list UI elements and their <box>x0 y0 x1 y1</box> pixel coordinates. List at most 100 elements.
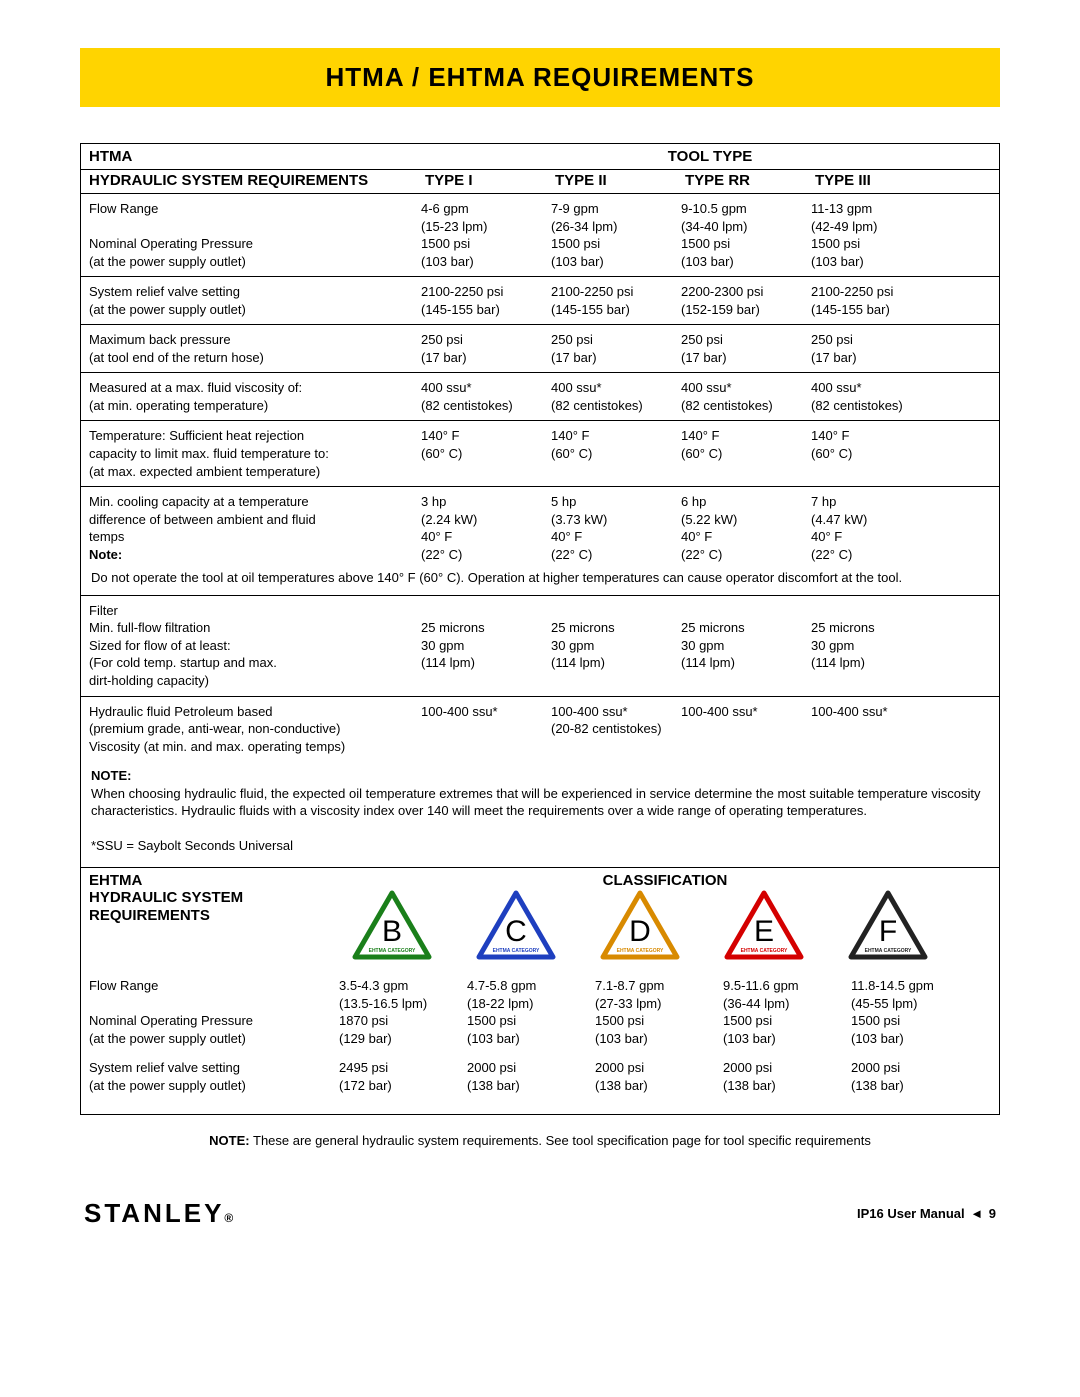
ehtma-subtitle-2: REQUIREMENTS <box>89 907 339 925</box>
row-label: Flow Range Nominal Operating Pressure(at… <box>89 977 339 1047</box>
svg-text:EHTMA CATEGORY: EHTMA CATEGORY <box>741 948 788 954</box>
svg-text:E: E <box>754 915 774 948</box>
ehtma-subtitle-1: HYDRAULIC SYSTEM <box>89 889 339 907</box>
cell: 100-400 ssu*(20-82 centistokes) <box>551 703 681 756</box>
cell: 11-13 gpm(42-49 lpm)1500 psi(103 bar) <box>811 200 941 270</box>
cell: 100-400 ssu* <box>811 703 941 756</box>
row-label: Temperature: Sufficient heat rejectionca… <box>89 427 421 480</box>
bottom-note-label: NOTE: <box>209 1133 249 1148</box>
cell: 400 ssu*(82 centistokes) <box>551 379 681 414</box>
htma-final-note: NOTE: When choosing hydraulic fluid, the… <box>81 761 999 867</box>
cell: 2100-2250 psi(145-155 bar) <box>421 283 551 318</box>
classification-triangle: FEHTMA CATEGORY <box>843 889 933 965</box>
type-head: TYPE II <box>551 170 681 193</box>
cell: 2000 psi(138 bar) <box>723 1059 851 1094</box>
htma-type-row: HYDRAULIC SYSTEM REQUIREMENTS TYPE I TYP… <box>81 170 999 194</box>
svg-text:EHTMA CATEGORY: EHTMA CATEGORY <box>865 948 912 954</box>
htma-org: HTMA <box>81 144 421 169</box>
page-title: HTMA / EHTMA REQUIREMENTS <box>80 62 1000 93</box>
brand-logo: STANLEY® <box>84 1198 236 1229</box>
classification-triangle: EEHTMA CATEGORY <box>719 889 809 965</box>
cell: 2200-2300 psi(152-159 bar) <box>681 283 811 318</box>
ehtma-header: EHTMA CLASSIFICATION <box>81 868 999 889</box>
row-label: System relief valve setting(at the power… <box>89 283 421 318</box>
svg-text:F: F <box>879 915 897 948</box>
table-row: Temperature: Sufficient heat rejectionca… <box>81 421 999 487</box>
cell: 140° F(60° C) <box>811 427 941 480</box>
cell: 25 microns30 gpm(114 lpm) <box>421 602 551 690</box>
cell: 2100-2250 psi(145-155 bar) <box>811 283 941 318</box>
type-head: TYPE I <box>421 170 551 193</box>
page-reference: IP16 User Manual ◄ 9 <box>857 1206 996 1221</box>
table-row: FilterMin. full-flow filtrationSized for… <box>81 596 999 697</box>
cell: 4.7-5.8 gpm(18-22 lpm)1500 psi(103 bar) <box>467 977 595 1047</box>
classification-label: CLASSIFICATION <box>339 872 991 889</box>
row-label: FilterMin. full-flow filtrationSized for… <box>89 602 421 690</box>
classification-triangle: BEHTMA CATEGORY <box>347 889 437 965</box>
cell: 250 psi(17 bar) <box>681 331 811 366</box>
requirements-box: HTMA TOOL TYPE HYDRAULIC SYSTEM REQUIREM… <box>80 143 1000 1115</box>
cell: 25 microns30 gpm(114 lpm) <box>551 602 681 690</box>
cell: 140° F(60° C) <box>681 427 811 480</box>
cell: 2000 psi(138 bar) <box>467 1059 595 1094</box>
cell: 400 ssu*(82 centistokes) <box>811 379 941 414</box>
cell: 250 psi(17 bar) <box>811 331 941 366</box>
svg-text:C: C <box>505 915 527 948</box>
note-text: When choosing hydraulic fluid, the expec… <box>91 785 989 820</box>
cell: 140° F(60° C) <box>421 427 551 480</box>
table-row: Flow Range Nominal Operating Pressure(at… <box>81 971 999 1053</box>
cell: 3.5-4.3 gpm(13.5-16.5 lpm)1870 psi(129 b… <box>339 977 467 1047</box>
note-label: NOTE: <box>91 767 989 785</box>
cell: 3 hp(2.24 kW)40° F(22° C) <box>421 493 551 563</box>
row-label: Flow Range Nominal Operating Pressure(at… <box>89 200 421 270</box>
cell: 4-6 gpm(15-23 lpm)1500 psi(103 bar) <box>421 200 551 270</box>
bottom-note: NOTE: These are general hydraulic system… <box>80 1133 1000 1148</box>
cell: 25 microns30 gpm(114 lpm) <box>811 602 941 690</box>
row-label: Measured at a max. fluid viscosity of:(a… <box>89 379 421 414</box>
row-label: Hydraulic fluid Petroleum based(premium … <box>89 703 421 756</box>
ehtma-org: EHTMA <box>89 872 339 889</box>
cell: 100-400 ssu* <box>421 703 551 756</box>
svg-text:EHTMA CATEGORY: EHTMA CATEGORY <box>369 948 416 954</box>
cell: 250 psi(17 bar) <box>551 331 681 366</box>
row-note: Do not operate the tool at oil temperatu… <box>81 569 999 596</box>
cell: 6 hp(5.22 kW)40° F(22° C) <box>681 493 811 563</box>
cell: 11.8-14.5 gpm(45-55 lpm)1500 psi(103 bar… <box>851 977 979 1047</box>
cell: 7 hp(4.47 kW)40° F(22° C) <box>811 493 941 563</box>
row-label: System relief valve setting(at the power… <box>89 1059 339 1094</box>
cell: 2495 psi(172 bar) <box>339 1059 467 1094</box>
cell: 7.1-8.7 gpm(27-33 lpm)1500 psi(103 bar) <box>595 977 723 1047</box>
table-row: Min. cooling capacity at a temperaturedi… <box>81 487 999 569</box>
cell: 140° F(60° C) <box>551 427 681 480</box>
svg-text:D: D <box>629 915 651 948</box>
cell: 2100-2250 psi(145-155 bar) <box>551 283 681 318</box>
cell: 9.5-11.6 gpm(36-44 lpm)1500 psi(103 bar) <box>723 977 851 1047</box>
cell: 400 ssu*(82 centistokes) <box>421 379 551 414</box>
classification-triangle: CEHTMA CATEGORY <box>471 889 561 965</box>
table-row: Maximum back pressure(at tool end of the… <box>81 325 999 373</box>
ehtma-subheader: HYDRAULIC SYSTEM REQUIREMENTS BEHTMA CAT… <box>81 889 999 971</box>
table-row: Flow Range Nominal Operating Pressure(at… <box>81 194 999 277</box>
cell: 100-400 ssu* <box>681 703 811 756</box>
arrow-left-icon: ◄ <box>970 1206 983 1221</box>
cell: 400 ssu*(82 centistokes) <box>681 379 811 414</box>
classification-triangle: DEHTMA CATEGORY <box>595 889 685 965</box>
cell: 7-9 gpm(26-34 lpm)1500 psi(103 bar) <box>551 200 681 270</box>
cell: 25 microns30 gpm(114 lpm) <box>681 602 811 690</box>
type-head: TYPE III <box>811 170 941 193</box>
tool-type-label: TOOL TYPE <box>421 144 999 169</box>
title-bar: HTMA / EHTMA REQUIREMENTS <box>80 48 1000 107</box>
svg-text:B: B <box>382 915 402 948</box>
cell: 5 hp(3.73 kW)40° F(22° C) <box>551 493 681 563</box>
type-head: TYPE RR <box>681 170 811 193</box>
table-row: Hydraulic fluid Petroleum based(premium … <box>81 697 999 762</box>
svg-text:EHTMA CATEGORY: EHTMA CATEGORY <box>617 948 664 954</box>
htma-header: HTMA TOOL TYPE <box>81 144 999 170</box>
cell: 2000 psi(138 bar) <box>851 1059 979 1094</box>
row-label: Maximum back pressure(at tool end of the… <box>89 331 421 366</box>
cell: 2000 psi(138 bar) <box>595 1059 723 1094</box>
bottom-note-text: These are general hydraulic system requi… <box>250 1133 871 1148</box>
row-label: Min. cooling capacity at a temperaturedi… <box>89 493 421 563</box>
table-row: System relief valve setting(at the power… <box>81 277 999 325</box>
table-row: System relief valve setting(at the power… <box>81 1053 999 1100</box>
